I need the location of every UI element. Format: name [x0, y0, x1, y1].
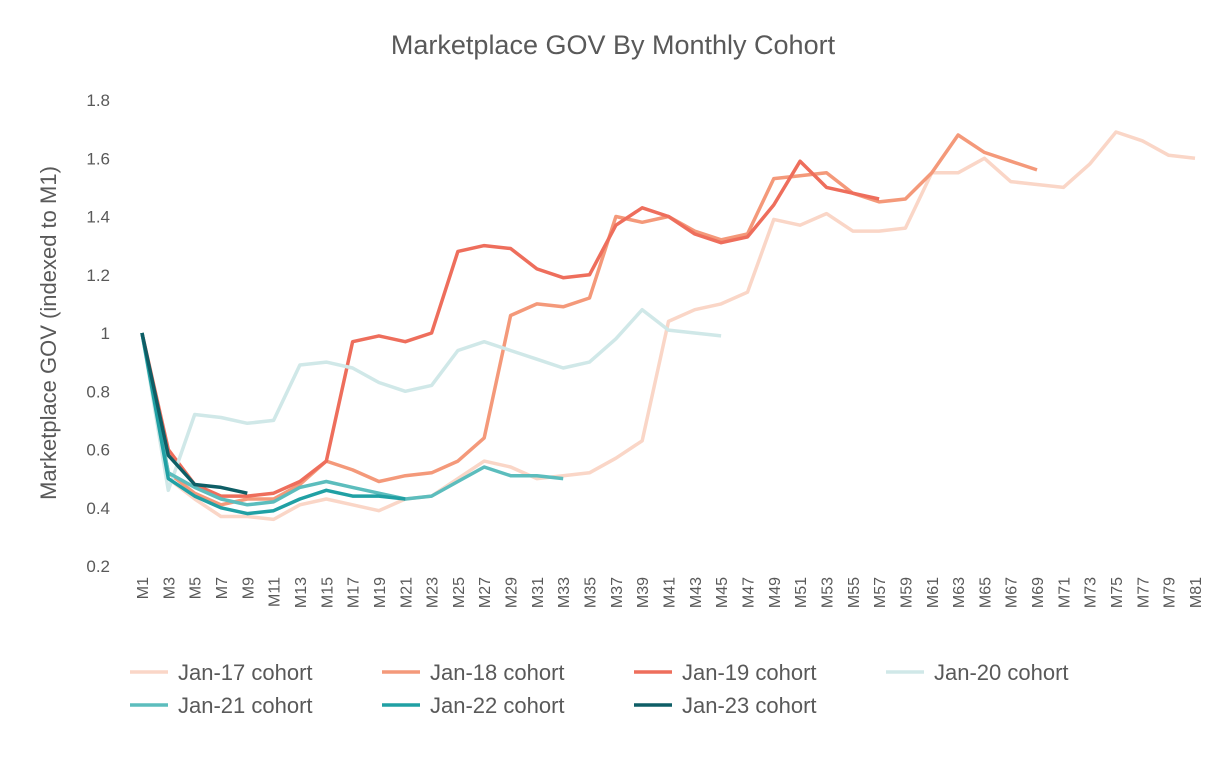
legend-item: Jan-21 cohort — [130, 693, 313, 718]
y-tick-label: 1 — [101, 324, 110, 343]
x-tick-label: M49 — [767, 577, 784, 608]
x-tick-label: M15 — [319, 577, 336, 608]
legend-label: Jan-20 cohort — [934, 660, 1069, 685]
x-tick-label: M5 — [188, 577, 205, 599]
y-tick-label: 1.8 — [86, 91, 110, 110]
legend-item: Jan-22 cohort — [382, 693, 565, 718]
legend-label: Jan-22 cohort — [430, 693, 565, 718]
legend-label: Jan-17 cohort — [178, 660, 313, 685]
y-tick-label: 0.4 — [86, 499, 110, 518]
x-tick-label: M57 — [872, 577, 889, 608]
x-tick-label: M41 — [662, 577, 679, 608]
x-tick-label: M39 — [635, 577, 652, 608]
x-tick-label: M47 — [740, 577, 757, 608]
legend-label: Jan-18 cohort — [430, 660, 565, 685]
x-tick-label: M35 — [583, 577, 600, 608]
x-tick-label: M73 — [1083, 577, 1100, 608]
x-tick-label: M59 — [898, 577, 915, 608]
x-tick-label: M29 — [504, 577, 521, 608]
x-tick-label: M37 — [609, 577, 626, 608]
series-line-jan-18-cohort — [140, 133, 1038, 507]
legend-item: Jan-20 cohort — [886, 660, 1069, 685]
x-tick-label: M81 — [1188, 577, 1205, 608]
x-tick-label: M17 — [346, 577, 363, 608]
x-tick-label: M63 — [951, 577, 968, 608]
x-tick-label: M13 — [293, 577, 310, 608]
series-line-jan-19-cohort — [140, 159, 880, 498]
x-tick-label: M25 — [451, 577, 468, 608]
x-tick-label: M33 — [556, 577, 573, 608]
legend-item: Jan-18 cohort — [382, 660, 565, 685]
y-tick-label: 1.6 — [86, 149, 110, 168]
series-lines — [140, 130, 1196, 522]
x-tick-label: M19 — [372, 577, 389, 608]
x-tick-label: M53 — [819, 577, 836, 608]
series-line-jan-23-cohort — [140, 332, 248, 495]
series-line-jan-20-cohort — [140, 307, 722, 493]
x-tick-label: M7 — [214, 577, 231, 599]
x-tick-label: M43 — [688, 577, 705, 608]
y-tick-label: 0.8 — [86, 382, 110, 401]
x-tick-label: M27 — [477, 577, 494, 608]
x-tick-label: M3 — [161, 577, 178, 599]
x-tick-label: M31 — [530, 577, 547, 608]
x-tick-label: M1 — [135, 577, 152, 599]
x-axis-ticks: M1 M3 M5 M7 M9 M11 M13 M15 M17 M19 M21 M23 M25 M27 M29… — [135, 577, 1205, 608]
legend: Jan-17 cohort Jan-18 cohort Jan-19 cohort J… — [130, 660, 1069, 718]
y-axis-ticks: 0.2 0.4 0.6 0.8 1 1.2 1.4 1.6 1.8 — [86, 91, 110, 576]
legend-label: Jan-21 cohort — [178, 693, 313, 718]
chart-title: Marketplace GOV By Monthly Cohort — [391, 30, 836, 60]
y-tick-label: 1.2 — [86, 266, 110, 285]
y-axis-label: Marketplace GOV (indexed to M1) — [36, 166, 61, 500]
legend-label: Jan-19 cohort — [682, 660, 817, 685]
series-line-jan-21-cohort — [140, 332, 564, 507]
x-tick-label: M11 — [267, 577, 284, 607]
x-tick-label: M45 — [714, 577, 731, 608]
y-tick-label: 0.2 — [86, 557, 110, 576]
x-tick-label: M69 — [1030, 577, 1047, 608]
x-tick-label: M67 — [1004, 577, 1021, 608]
x-tick-label: M61 — [925, 577, 942, 608]
x-tick-label: M71 — [1056, 577, 1073, 608]
x-tick-label: M79 — [1162, 577, 1179, 608]
series-line-jan-22-cohort — [140, 332, 406, 516]
legend-item: Jan-17 cohort — [130, 660, 313, 685]
x-tick-label: M75 — [1109, 577, 1126, 608]
x-tick-label: M51 — [793, 577, 810, 608]
x-tick-label: M21 — [398, 577, 415, 608]
x-tick-label: M55 — [846, 577, 863, 608]
legend-label: Jan-23 cohort — [682, 693, 817, 718]
y-tick-label: 1.4 — [86, 208, 110, 227]
series-line-jan-17-cohort — [140, 130, 1196, 522]
x-tick-label: M65 — [977, 577, 994, 608]
x-tick-label: M23 — [425, 577, 442, 608]
x-tick-label: M77 — [1135, 577, 1152, 608]
x-tick-label: M9 — [240, 577, 257, 599]
legend-item: Jan-23 cohort — [634, 693, 817, 718]
y-tick-label: 0.6 — [86, 441, 110, 460]
legend-item: Jan-19 cohort — [634, 660, 817, 685]
